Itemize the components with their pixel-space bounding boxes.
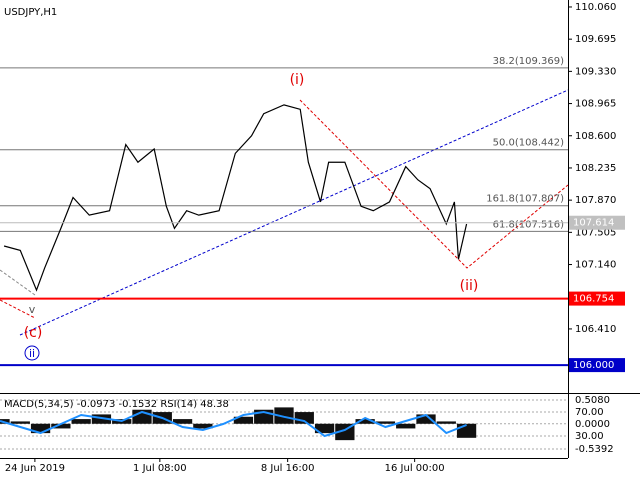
x-tick-label: 1 Jul 08:00 xyxy=(133,463,187,474)
wave-label: (ii) xyxy=(460,278,479,294)
macd-bar xyxy=(294,412,314,424)
macd-bar xyxy=(274,407,294,424)
symbol-title: USDJPY,H1 xyxy=(4,7,57,18)
indicator-tick-label: 70.00 xyxy=(575,407,604,418)
macd-bar xyxy=(30,423,51,434)
macd-bar xyxy=(10,421,30,424)
fib-label: 38.2(109.369) xyxy=(493,56,565,67)
level-label: 106.000 xyxy=(573,360,614,371)
indicator-tick-label: 0.0000 xyxy=(575,419,610,430)
x-tick-label: 24 Jun 2019 xyxy=(5,463,65,474)
y-tick-label: 108.965 xyxy=(575,99,616,110)
x-tick-label: 16 Jul 00:00 xyxy=(385,463,445,474)
macd-bar xyxy=(436,421,456,424)
macd-bar xyxy=(396,423,416,429)
y-tick-label: 110.060 xyxy=(575,2,616,13)
indicator-tick-label: 0.5080 xyxy=(575,395,610,406)
current-price-box xyxy=(569,215,625,230)
wave-label: ii xyxy=(29,347,35,360)
wave-line xyxy=(0,299,36,319)
y-tick-label: 107.870 xyxy=(575,195,616,206)
fib-label: 50.0(108.442) xyxy=(493,138,565,149)
macd-bar xyxy=(172,419,193,424)
wave-label: (i) xyxy=(290,72,305,88)
macd-bar xyxy=(355,419,375,424)
trend-line xyxy=(19,89,569,336)
level-label: 106.754 xyxy=(573,294,614,305)
wave-line xyxy=(0,269,36,296)
macd-bar xyxy=(51,423,71,429)
wave-label: v xyxy=(29,303,36,316)
y-tick-label: 109.330 xyxy=(575,66,616,77)
macd-bar xyxy=(416,414,436,424)
y-tick-label: 107.505 xyxy=(575,227,616,238)
macd-bar xyxy=(193,423,213,429)
level-box xyxy=(569,358,625,373)
indicator-title: MACD(5,34,5) -0.0973 -0.1532 RSI(14) 48.… xyxy=(4,399,229,410)
macd-bar xyxy=(91,414,112,424)
macd-bar xyxy=(314,423,335,434)
y-tick-label: 109.695 xyxy=(575,34,616,45)
macd-bar xyxy=(375,421,396,424)
macd-bar xyxy=(71,419,91,424)
y-tick-label: 106.410 xyxy=(575,324,616,335)
y-tick-label: 108.235 xyxy=(575,163,616,174)
x-tick-label: 8 Jul 16:00 xyxy=(261,463,315,474)
y-tick-label: 107.140 xyxy=(575,260,616,271)
rsi-line xyxy=(0,410,467,438)
y-tick-label: 108.600 xyxy=(575,131,616,142)
wave-line xyxy=(299,99,569,269)
indicator-tick-label: 30.00 xyxy=(575,431,604,442)
fib-label: 161.8(107.807) xyxy=(486,194,564,205)
price-line xyxy=(3,104,468,292)
wave-label: (c) xyxy=(24,325,43,341)
fib-label: 61.8(107.516) xyxy=(493,219,565,230)
current-price-label: 107.614 xyxy=(573,218,614,229)
level-box xyxy=(569,291,625,306)
indicator-tick-label: -0.5392 xyxy=(575,444,614,455)
macd-bar xyxy=(233,416,254,424)
wave-circle xyxy=(24,345,40,361)
